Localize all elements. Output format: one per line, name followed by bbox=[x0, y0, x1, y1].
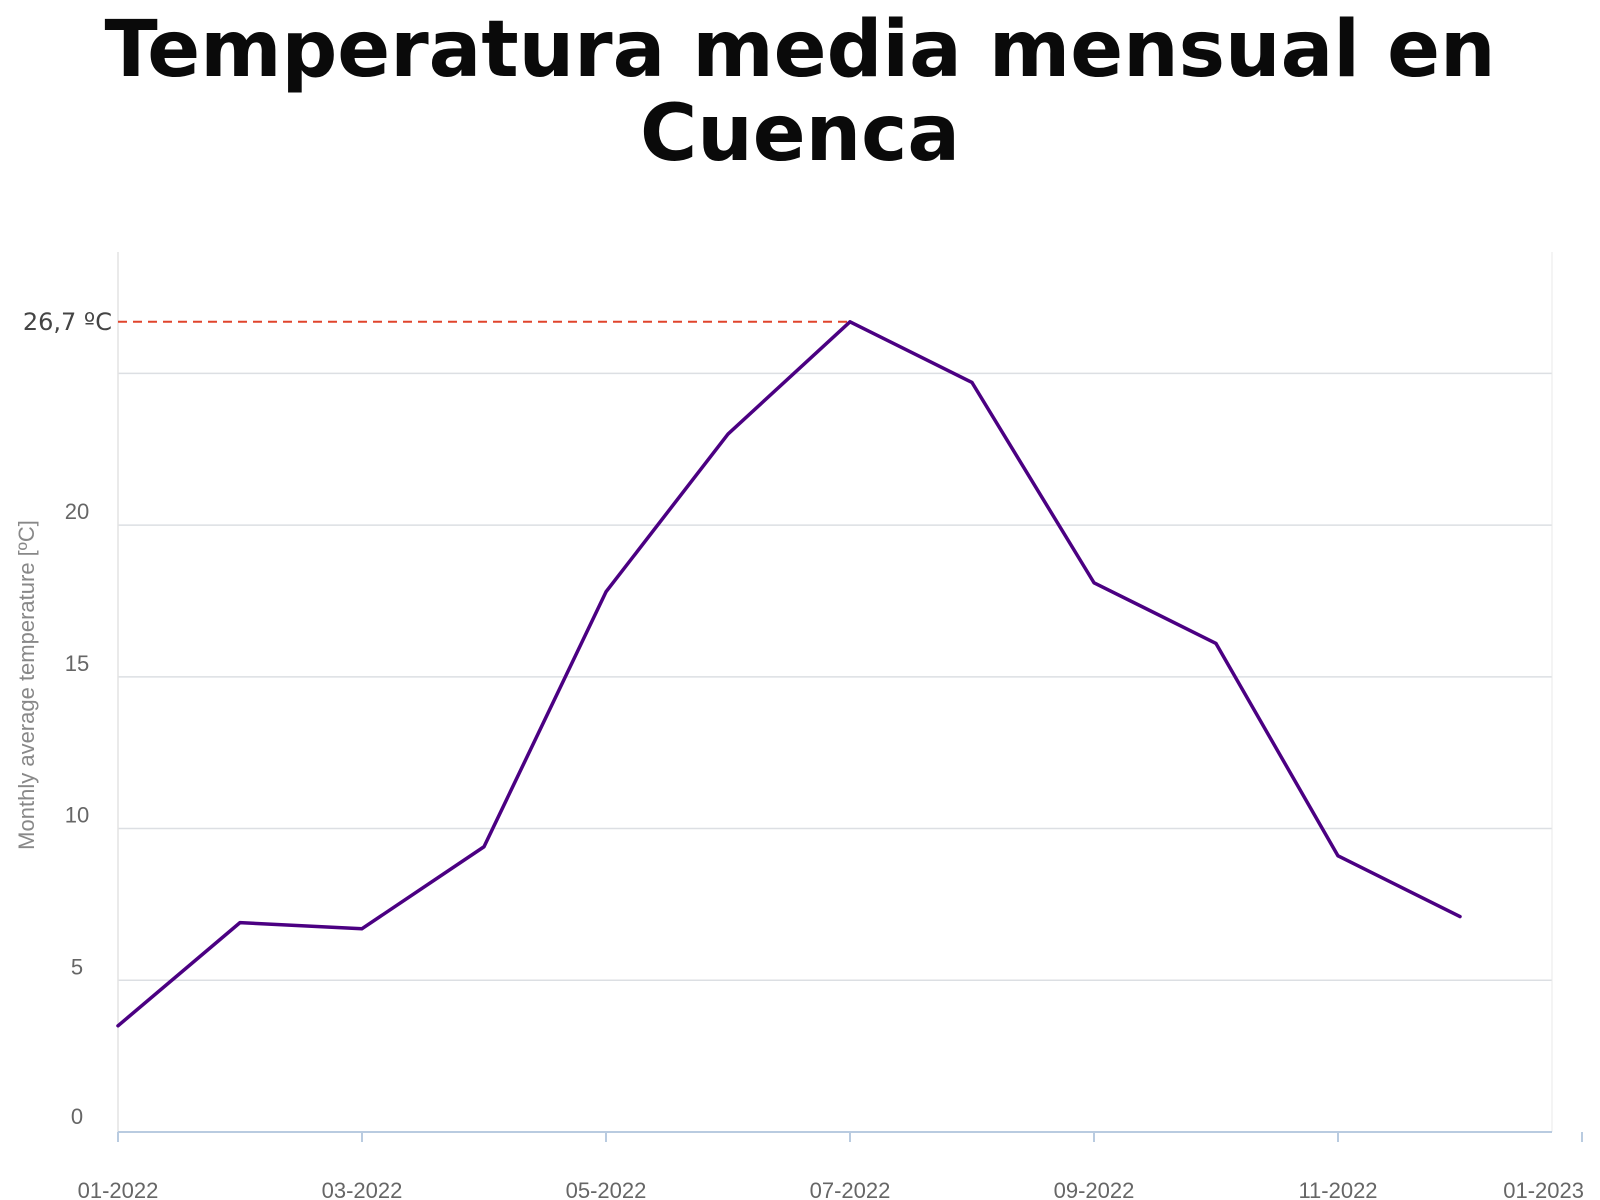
grid-lines bbox=[118, 372, 1552, 982]
y-axis-label: Monthly average temperature [ºC] bbox=[14, 520, 39, 850]
x-tick-label: 07-2022 bbox=[810, 1178, 891, 1200]
temperature-line bbox=[116, 320, 1462, 1028]
tick-labels: 0 5 10 15 20 01-2022 03-2022 05-2022 07-2022 09-2… bbox=[65, 499, 1584, 1200]
x-tick-label: 05-2022 bbox=[566, 1178, 647, 1200]
data-point bbox=[482, 845, 486, 849]
data-point bbox=[848, 320, 852, 324]
data-point bbox=[726, 432, 730, 436]
y-tick-label: 10 bbox=[65, 803, 89, 828]
data-point bbox=[1458, 915, 1462, 919]
y-tick-label: 20 bbox=[65, 499, 89, 524]
series-group bbox=[116, 320, 1462, 1028]
x-tick-label: 01-2022 bbox=[78, 1178, 159, 1200]
page-title: Temperatura media mensual en Cuenca bbox=[104, 5, 1496, 179]
max-value-label: 26,7 ºC bbox=[23, 308, 112, 336]
y-tick-label: 5 bbox=[71, 954, 83, 979]
max-annotation: 26,7 ºC bbox=[23, 308, 850, 336]
axes bbox=[117, 252, 1553, 1133]
data-point bbox=[116, 1024, 120, 1028]
y-tick-label: 15 bbox=[65, 651, 89, 676]
data-point bbox=[1336, 854, 1340, 858]
data-point bbox=[1214, 641, 1218, 645]
x-tick-label: 09-2022 bbox=[1054, 1178, 1135, 1200]
y-tick-label: 0 bbox=[71, 1104, 83, 1129]
data-point bbox=[604, 590, 608, 594]
x-tick-label: 11-2022 bbox=[1298, 1178, 1377, 1200]
x-tick-label: 03-2022 bbox=[322, 1178, 403, 1200]
data-point bbox=[360, 927, 364, 931]
x-tick-label: 01-2023 bbox=[1503, 1178, 1584, 1200]
data-point bbox=[1092, 581, 1096, 585]
data-point bbox=[238, 921, 242, 925]
data-point bbox=[970, 380, 974, 384]
